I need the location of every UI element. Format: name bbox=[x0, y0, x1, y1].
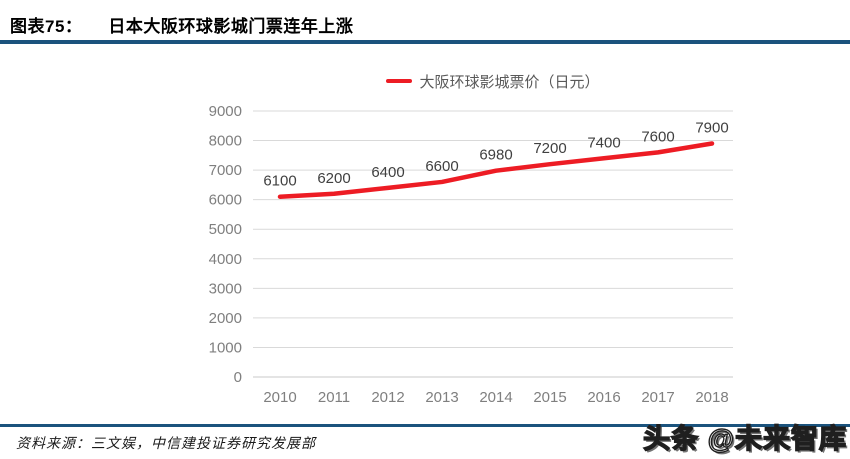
x-axis-tick-label: 2017 bbox=[641, 389, 674, 406]
y-axis-tick-label: 0 bbox=[234, 369, 242, 386]
x-axis-tick-label: 2018 bbox=[695, 389, 728, 406]
x-axis-tick-label: 2011 bbox=[318, 389, 350, 406]
data-point-label: 6980 bbox=[479, 147, 512, 164]
source-note: 资料来源：三文娱，中信建投证券研究发展部 bbox=[16, 437, 316, 452]
y-axis-tick-label: 1000 bbox=[209, 339, 242, 356]
figure-title-text: 日本大阪环球影城门票连年上涨 bbox=[108, 17, 354, 36]
data-point-label: 6100 bbox=[263, 173, 296, 190]
y-axis-tick-label: 8000 bbox=[209, 133, 242, 150]
price-line-series bbox=[277, 141, 715, 199]
legend-line-marker-icon bbox=[386, 79, 413, 83]
x-axis-tick-label: 2012 bbox=[371, 389, 404, 406]
watermark-text: 头条 @未来智库 bbox=[642, 423, 847, 454]
data-point-label: 6600 bbox=[425, 158, 458, 175]
x-axis-tick-label: 2015 bbox=[533, 389, 566, 406]
data-point-label: 7600 bbox=[641, 128, 674, 145]
y-axis-tick-label: 9000 bbox=[209, 103, 242, 120]
y-axis-tick-label: 2000 bbox=[209, 310, 242, 327]
x-axis-tick-label: 2014 bbox=[479, 389, 512, 406]
data-point-label: 7900 bbox=[695, 120, 728, 137]
y-axis-tick-label: 6000 bbox=[209, 192, 242, 209]
data-point-label: 6400 bbox=[371, 164, 404, 181]
y-axis-tick-label: 5000 bbox=[209, 221, 242, 238]
data-point-label: 6200 bbox=[317, 170, 350, 187]
y-axis-tick-label: 3000 bbox=[209, 280, 242, 297]
y-axis-tick-label: 4000 bbox=[209, 251, 242, 268]
x-axis-tick-label: 2010 bbox=[263, 389, 296, 406]
x-axis-tick-label: 2013 bbox=[425, 389, 458, 406]
data-point-label: 7200 bbox=[533, 140, 566, 157]
y-axis-tick-label: 7000 bbox=[209, 162, 242, 179]
figure-title: 图表75： 日本大阪环球影城门票连年上涨 bbox=[10, 12, 840, 37]
figure-number-label: 图表75： bbox=[10, 17, 83, 36]
header-divider-line bbox=[0, 40, 850, 44]
legend-series-label: 大阪环球影城票价（日元） bbox=[419, 73, 600, 91]
data-point-label: 7400 bbox=[587, 134, 620, 151]
footer-divider-line bbox=[0, 424, 850, 427]
chart-legend: 大阪环球影城票价（日元） bbox=[253, 72, 733, 91]
x-axis-tick-label: 2016 bbox=[587, 389, 620, 406]
